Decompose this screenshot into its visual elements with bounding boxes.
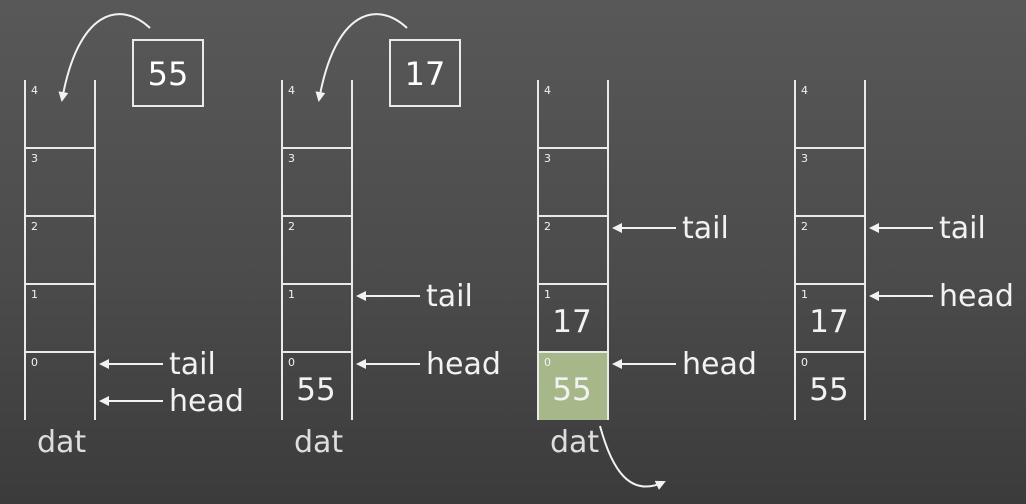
cell-index-label: 2 bbox=[31, 220, 38, 233]
cell-index-label: 0 bbox=[801, 356, 808, 369]
stack-2: 055 1 2 3 4 tail head dat 17 bbox=[281, 13, 501, 460]
enqueue-arrow bbox=[58, 13, 151, 102]
incoming-value: 17 bbox=[405, 55, 446, 93]
cell-value: 17 bbox=[552, 304, 591, 340]
incoming-value-box bbox=[389, 39, 461, 107]
head-pointer-label: head bbox=[426, 347, 501, 382]
array-label: dat bbox=[550, 425, 599, 460]
dequeue-arrow bbox=[599, 425, 666, 490]
cell-index-label: 3 bbox=[544, 152, 551, 165]
cell-index-label: 3 bbox=[288, 152, 295, 165]
head-pointer-label: head bbox=[169, 384, 244, 419]
stack-4: 055 117 2 3 4 tail head bbox=[794, 80, 1014, 420]
cell-index-label: 2 bbox=[544, 220, 551, 233]
head-pointer-label: head bbox=[682, 347, 757, 382]
cell-index-label: 1 bbox=[288, 288, 295, 301]
cell-value: 55 bbox=[552, 372, 591, 408]
head-pointer-label: head bbox=[939, 279, 1014, 314]
array-label: dat bbox=[294, 425, 343, 460]
cell-index-label: 1 bbox=[544, 288, 551, 301]
cell-index-label: 3 bbox=[801, 152, 808, 165]
cell-index-label: 4 bbox=[288, 84, 295, 97]
incoming-value-box bbox=[132, 39, 204, 107]
cell-value: 55 bbox=[296, 372, 335, 408]
tail-pointer-label: tail bbox=[682, 211, 729, 246]
cell-value: 17 bbox=[809, 304, 848, 340]
tail-pointer-label: tail bbox=[426, 279, 473, 314]
tail-pointer-label: tail bbox=[169, 347, 216, 382]
cell-index-label: 4 bbox=[31, 84, 38, 97]
cell-value: 55 bbox=[809, 372, 848, 408]
incoming-value: 55 bbox=[148, 55, 189, 93]
array-label: dat bbox=[37, 425, 86, 460]
enqueue-arrow bbox=[315, 13, 408, 102]
cell-index-label: 2 bbox=[801, 220, 808, 233]
cell-index-label: 3 bbox=[31, 152, 38, 165]
cell-index-label: 2 bbox=[288, 220, 295, 233]
tail-pointer-label: tail bbox=[939, 211, 986, 246]
cell-index-label: 0 bbox=[288, 356, 295, 369]
cell-index-label: 1 bbox=[31, 288, 38, 301]
cell-index-label: 0 bbox=[31, 356, 38, 369]
cell-index-label: 0 bbox=[544, 356, 551, 369]
cell-index-label: 4 bbox=[544, 84, 551, 97]
cell-index-label: 1 bbox=[801, 288, 808, 301]
dequeued-cell-highlight bbox=[538, 352, 608, 420]
stack-3: 055 117 2 3 4 tail head dat bbox=[537, 80, 757, 490]
cell-index-label: 4 bbox=[801, 84, 808, 97]
